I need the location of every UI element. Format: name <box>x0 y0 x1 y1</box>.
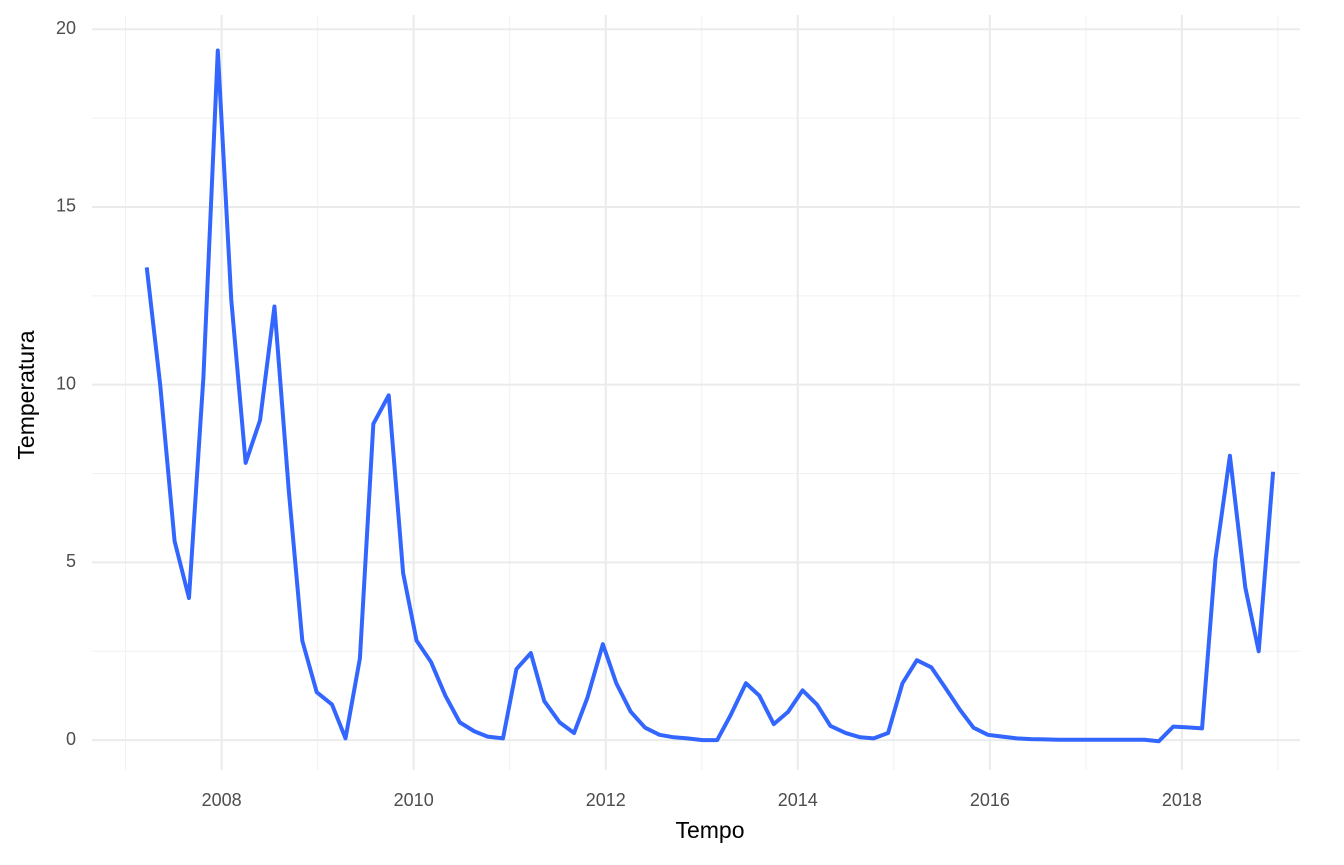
data-line <box>144 48 1276 744</box>
x-tick-label: 2008 <box>202 790 242 810</box>
x-tick-label: 2010 <box>394 790 434 810</box>
y-tick-label: 10 <box>56 373 76 393</box>
y-tick-label: 20 <box>56 18 76 38</box>
x-tick-label: 2016 <box>970 790 1010 810</box>
x-tick-label: 2014 <box>778 790 818 810</box>
x-axis-title: Tempo <box>675 817 744 843</box>
y-axis-title: Temperatura <box>13 330 39 459</box>
y-tick-label: 15 <box>56 196 76 216</box>
x-tick-label: 2018 <box>1162 790 1202 810</box>
y-tick-label: 0 <box>66 729 76 749</box>
x-tick-label: 2012 <box>586 790 626 810</box>
y-tick-label: 5 <box>66 551 76 571</box>
